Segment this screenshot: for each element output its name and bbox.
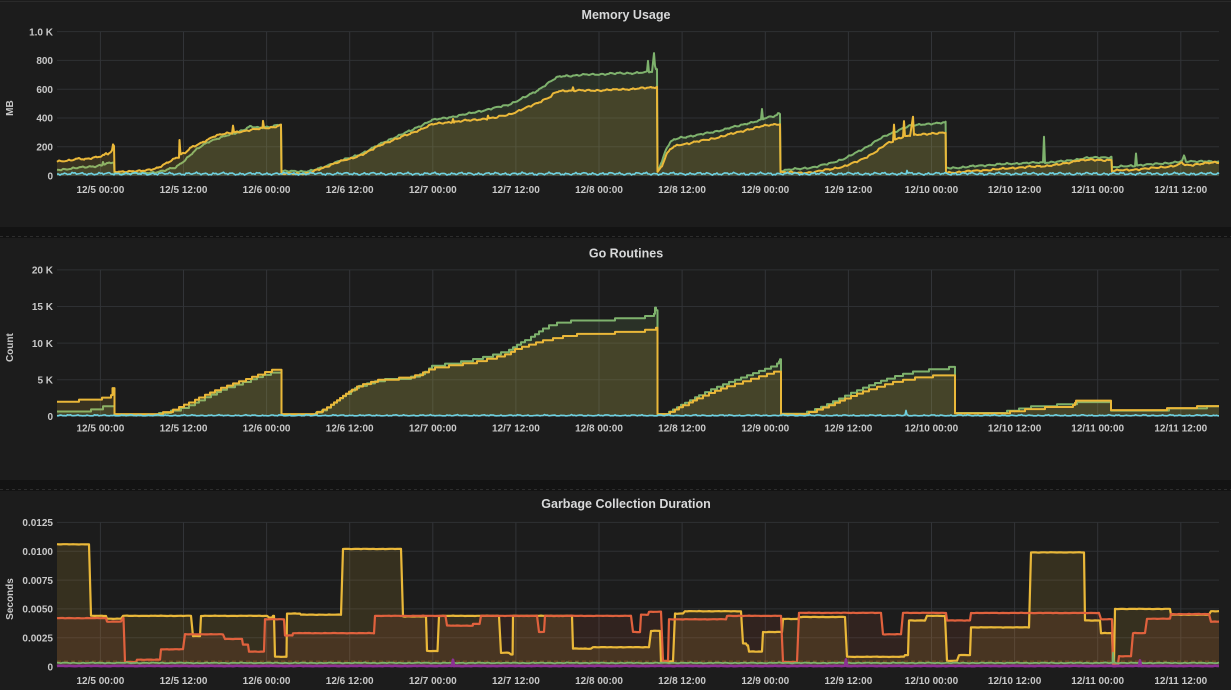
svg-text:12/8 00:00: 12/8 00:00: [575, 424, 623, 435]
svg-text:12/5 00:00: 12/5 00:00: [76, 676, 124, 687]
svg-text:12/10 12:00: 12/10 12:00: [988, 185, 1042, 196]
svg-text:12/5 12:00: 12/5 12:00: [160, 676, 208, 687]
svg-text:12/8 00:00: 12/8 00:00: [575, 185, 623, 196]
svg-text:12/5 00:00: 12/5 00:00: [76, 424, 124, 435]
svg-text:12/7 00:00: 12/7 00:00: [409, 676, 457, 687]
svg-text:MB: MB: [5, 100, 16, 116]
svg-text:12/7 12:00: 12/7 12:00: [492, 185, 540, 196]
svg-text:800: 800: [36, 56, 53, 67]
svg-text:0.0025: 0.0025: [22, 634, 53, 645]
svg-text:12/9 00:00: 12/9 00:00: [741, 424, 789, 435]
svg-text:0: 0: [47, 412, 53, 423]
svg-text:0.0125: 0.0125: [22, 518, 53, 529]
svg-text:12/5 12:00: 12/5 12:00: [160, 424, 208, 435]
svg-text:12/9 12:00: 12/9 12:00: [824, 185, 872, 196]
svg-text:12/5 00:00: 12/5 00:00: [76, 185, 124, 196]
svg-text:12/11 12:00: 12/11 12:00: [1154, 185, 1207, 196]
svg-text:0.0050: 0.0050: [22, 605, 53, 616]
svg-text:12/8 12:00: 12/8 12:00: [658, 424, 706, 435]
svg-text:200: 200: [36, 143, 53, 154]
svg-text:12/11 00:00: 12/11 00:00: [1071, 424, 1124, 435]
svg-text:Count: Count: [5, 332, 16, 362]
svg-text:12/6 00:00: 12/6 00:00: [243, 185, 291, 196]
svg-text:600: 600: [36, 85, 53, 96]
svg-text:12/11 00:00: 12/11 00:00: [1071, 676, 1124, 687]
svg-text:12/10 00:00: 12/10 00:00: [905, 676, 959, 687]
svg-text:12/8 12:00: 12/8 12:00: [658, 185, 706, 196]
svg-text:12/5 12:00: 12/5 12:00: [160, 185, 208, 196]
svg-text:12/10 00:00: 12/10 00:00: [905, 185, 959, 196]
svg-text:Memory Usage: Memory Usage: [582, 8, 671, 22]
svg-text:12/9 12:00: 12/9 12:00: [824, 676, 872, 687]
svg-text:1.0 K: 1.0 K: [29, 27, 54, 38]
svg-text:5 K: 5 K: [37, 375, 53, 386]
svg-text:12/7 12:00: 12/7 12:00: [492, 424, 540, 435]
svg-text:12/7 12:00: 12/7 12:00: [492, 676, 540, 687]
svg-text:Seconds: Seconds: [5, 578, 16, 620]
svg-text:20 K: 20 K: [32, 266, 54, 277]
svg-text:12/9 00:00: 12/9 00:00: [741, 676, 789, 687]
svg-text:12/10 12:00: 12/10 12:00: [988, 424, 1042, 435]
svg-text:0.0075: 0.0075: [22, 576, 53, 587]
svg-text:12/9 00:00: 12/9 00:00: [741, 185, 789, 196]
svg-text:12/8 00:00: 12/8 00:00: [575, 676, 623, 687]
svg-text:12/10 12:00: 12/10 12:00: [988, 676, 1042, 687]
svg-text:12/6 12:00: 12/6 12:00: [326, 185, 374, 196]
svg-text:12/6 00:00: 12/6 00:00: [243, 676, 291, 687]
svg-text:12/7 00:00: 12/7 00:00: [409, 424, 457, 435]
svg-text:12/6 12:00: 12/6 12:00: [326, 676, 374, 687]
svg-text:Garbage Collection Duration: Garbage Collection Duration: [541, 497, 710, 511]
svg-text:12/11 12:00: 12/11 12:00: [1154, 676, 1207, 687]
svg-text:12/11 12:00: 12/11 12:00: [1154, 424, 1207, 435]
svg-text:400: 400: [36, 114, 53, 125]
svg-text:12/6 12:00: 12/6 12:00: [326, 424, 374, 435]
svg-text:12/11 00:00: 12/11 00:00: [1071, 185, 1124, 196]
svg-text:12/9 12:00: 12/9 12:00: [824, 424, 872, 435]
svg-text:0: 0: [47, 662, 53, 673]
svg-text:Go Routines: Go Routines: [589, 247, 663, 261]
svg-text:0.0100: 0.0100: [22, 547, 53, 558]
svg-text:12/10 00:00: 12/10 00:00: [905, 424, 959, 435]
svg-text:12/8 12:00: 12/8 12:00: [658, 676, 706, 687]
svg-text:0: 0: [47, 171, 53, 182]
svg-text:15 K: 15 K: [32, 302, 54, 313]
svg-text:12/6 00:00: 12/6 00:00: [243, 424, 291, 435]
svg-text:12/7 00:00: 12/7 00:00: [409, 185, 457, 196]
svg-text:10 K: 10 K: [32, 339, 54, 350]
